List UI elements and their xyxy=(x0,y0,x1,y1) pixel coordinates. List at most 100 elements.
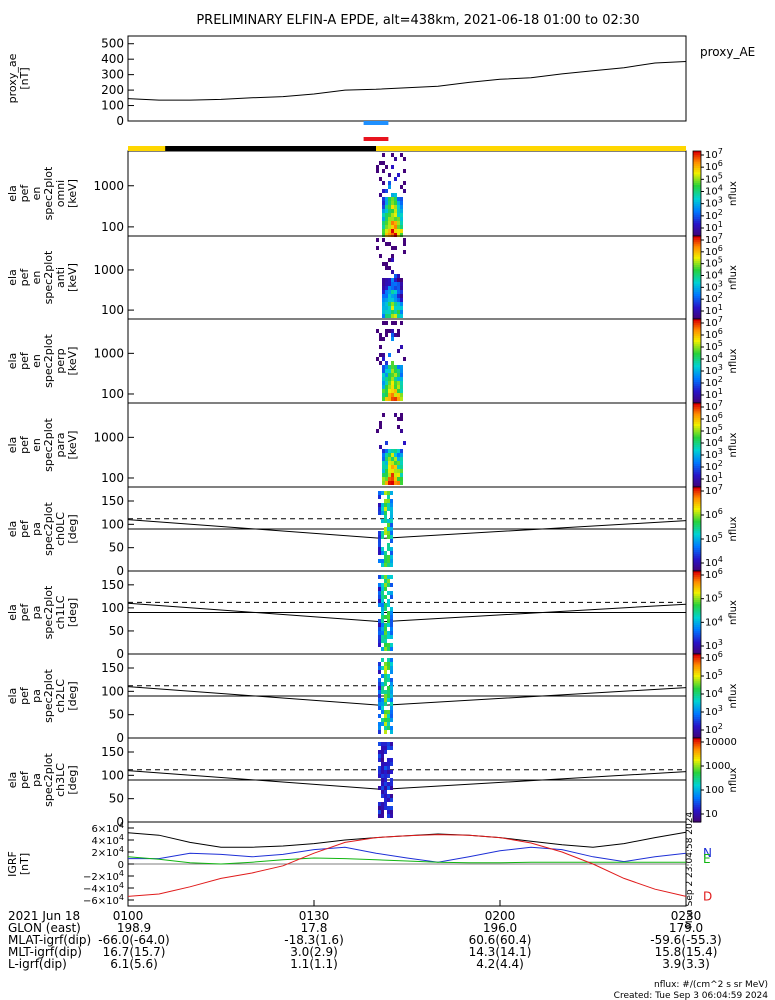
spectrogram-cell xyxy=(394,477,397,481)
colorbar-segment xyxy=(693,316,701,320)
colorbar-tick-label: 101 xyxy=(705,220,723,234)
spectrogram-cell xyxy=(394,193,397,197)
pitch-angle-cell xyxy=(384,623,387,627)
pitch-angle-cell xyxy=(390,627,393,631)
igrf-series-D xyxy=(127,834,687,897)
colorbar-segment xyxy=(693,685,701,689)
spectrogram-cell xyxy=(400,233,403,237)
pitch-angle-cell xyxy=(390,814,393,818)
pitch-angle-cell xyxy=(384,762,387,766)
colorbar-segment xyxy=(693,206,701,209)
spectrogram-cell xyxy=(382,389,385,393)
igrf-y-tick-label: −6×104 xyxy=(83,893,124,907)
spectrogram-cell xyxy=(385,389,388,393)
colorbar-segment xyxy=(693,719,701,722)
spectrogram-cell xyxy=(385,294,388,298)
pa-y-tick-label: 50 xyxy=(109,624,124,638)
pitch-angle-cell xyxy=(387,674,390,678)
colorbar-segment xyxy=(693,735,701,739)
colorbar-segment xyxy=(693,658,701,661)
spectrogram-cell xyxy=(388,282,391,286)
colorbar-frame xyxy=(692,737,702,823)
colorbar-segment xyxy=(693,612,701,616)
spectrogram-cell xyxy=(394,397,397,401)
pitch-angle-cell xyxy=(390,499,393,503)
pitch-angle-cell xyxy=(384,607,387,611)
pitch-angle-cell xyxy=(378,682,381,686)
colorbar-segment xyxy=(693,593,701,597)
colorbar-tick-label: 104 xyxy=(705,555,723,569)
colorbar-segment xyxy=(693,348,701,352)
y-axis-label-line: pef xyxy=(18,686,31,705)
ae-y-tick-label: 0 xyxy=(116,114,124,128)
spectrogram-cell xyxy=(382,205,385,209)
y-axis-label-line: [keV] xyxy=(66,431,79,460)
pitch-angle-cell xyxy=(390,531,393,535)
pitch-angle-cell xyxy=(390,631,393,635)
colorbar-segment xyxy=(693,342,701,345)
spectrogram-cell xyxy=(400,225,403,229)
pitch-angle-cell xyxy=(387,527,390,531)
igrf-series-E xyxy=(127,856,686,865)
colorbar-segment xyxy=(693,616,701,620)
pitch-angle-cell xyxy=(378,690,381,694)
y-axis-label-line: IGRF xyxy=(6,851,19,877)
pitch-angle-cell xyxy=(384,515,387,519)
pitch-angle-cell xyxy=(384,527,387,531)
pitch-angle-cell xyxy=(387,495,390,499)
y-axis-label-line: pef xyxy=(18,268,31,287)
pitch-angle-cell xyxy=(390,778,393,782)
igrf-legend-E: E xyxy=(703,852,711,866)
spectrogram-cell xyxy=(397,329,400,333)
pitch-angle-cell xyxy=(378,670,381,674)
pitch-angle-cell xyxy=(390,742,393,746)
pa-y-tick-label: 150 xyxy=(101,661,124,675)
colorbar-segment xyxy=(693,520,701,524)
pitch-angle-cell xyxy=(381,631,384,635)
colorbar-segment xyxy=(693,706,701,710)
colorbar-segment xyxy=(693,733,701,737)
y-axis-label-line: pef xyxy=(18,770,31,789)
colorbar-segment xyxy=(693,325,701,328)
spectrogram-cell xyxy=(397,365,400,369)
colorbar-segment xyxy=(693,392,701,396)
ephemeris-value: 17.8 xyxy=(301,921,328,935)
y-axis-label-line: pa xyxy=(30,522,43,536)
colorbar-segment xyxy=(693,742,701,745)
colorbar-segment xyxy=(693,714,701,718)
spectrogram-cell xyxy=(385,385,388,389)
pitch-angle-cell xyxy=(381,587,384,591)
colorbar-segment xyxy=(693,600,701,603)
spectrogram-cell xyxy=(385,306,388,310)
colorbar-segment xyxy=(693,651,701,655)
spectrogram-cell xyxy=(391,278,394,282)
pitch-angle-cell xyxy=(384,503,387,507)
pitch-angle-cell xyxy=(387,635,390,639)
colorbar-tick-label: 102 xyxy=(705,291,723,305)
colorbar-segment xyxy=(693,487,701,490)
colorbar-segment xyxy=(693,292,701,295)
colorbar-segment xyxy=(693,165,701,169)
colorbar-segment xyxy=(693,777,701,781)
pitch-angle-cell xyxy=(381,706,384,710)
colorbar-segment xyxy=(693,514,701,517)
colorbar-segment xyxy=(693,579,701,582)
pitch-angle-cell xyxy=(378,694,381,698)
spectrogram-cell xyxy=(379,421,382,425)
pitch-angle-cell xyxy=(387,810,390,814)
colorbar-segment xyxy=(693,604,701,607)
spectrogram-cell xyxy=(382,310,385,314)
pitch-angle-cell xyxy=(378,766,381,770)
colorbar-segment xyxy=(693,780,701,783)
colorbar-segment xyxy=(693,415,701,419)
colorbar-segment xyxy=(693,704,701,708)
colorbar-segment xyxy=(693,436,701,440)
spectrogram-cell xyxy=(400,298,403,302)
spectrogram-cell xyxy=(400,461,403,465)
colorbar-segment xyxy=(693,426,701,429)
colorbar-segment xyxy=(693,524,701,528)
pitch-angle-cell xyxy=(390,686,393,690)
colorbar-segment xyxy=(693,219,701,222)
spectrogram-cell xyxy=(400,453,403,457)
pitch-angle-cell xyxy=(390,611,393,615)
